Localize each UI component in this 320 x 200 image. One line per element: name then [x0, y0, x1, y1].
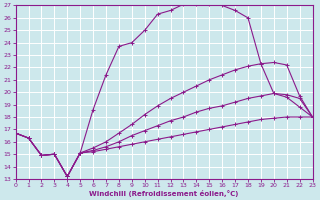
- X-axis label: Windchill (Refroidissement éolien,°C): Windchill (Refroidissement éolien,°C): [89, 190, 239, 197]
